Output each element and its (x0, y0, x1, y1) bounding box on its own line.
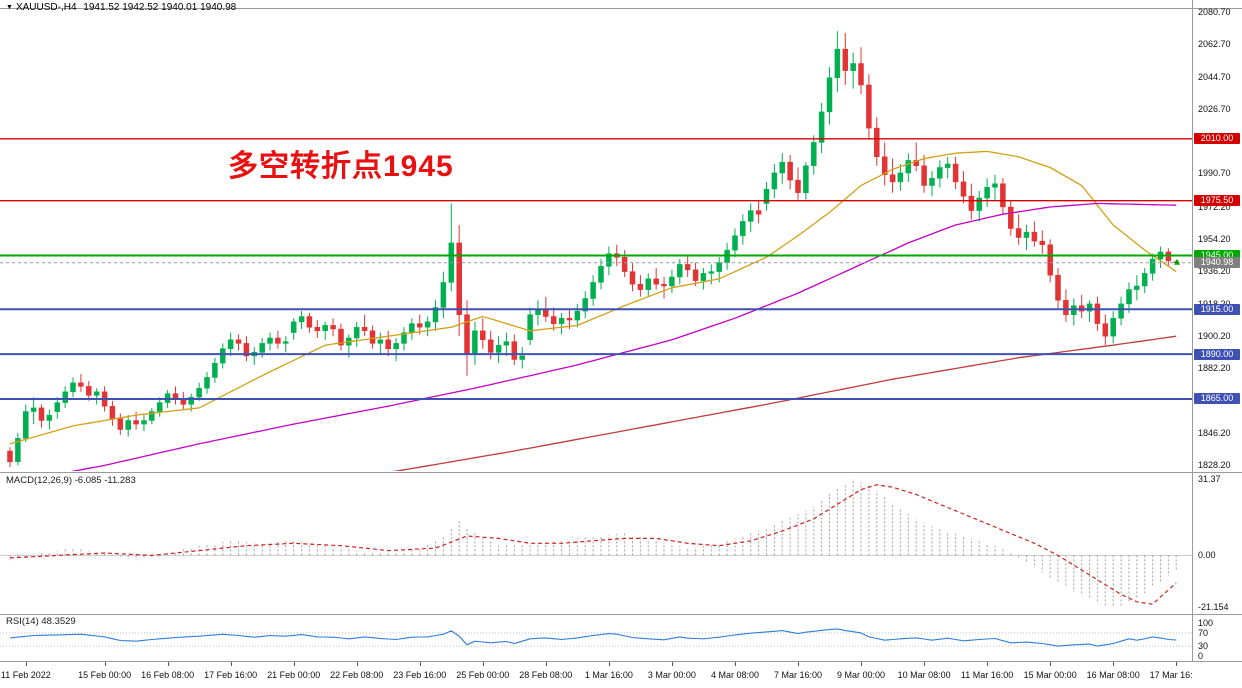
time-axis-tick (735, 662, 736, 666)
candles (7, 31, 1179, 468)
price-axis-label: 2044.70 (1198, 71, 1231, 82)
macd-axis-label: -21.154 (1198, 602, 1229, 612)
price-level-tag: 1975.50 (1194, 195, 1240, 207)
time-axis-label: 10 Mar 08:00 (897, 670, 951, 680)
time-axis-separator (0, 661, 1242, 662)
ma-fast-orange (9, 150, 1177, 445)
price-level-tag: 1890.00 (1194, 348, 1240, 360)
time-axis-label: 7 Mar 16:00 (773, 670, 823, 680)
rsi-axis-label: 30 (1198, 641, 1209, 652)
time-axis-tick (671, 662, 673, 666)
rsi-label: RSI(14) 48.3529 (6, 616, 76, 627)
time-axis-tick (482, 662, 484, 666)
price-axis-label: 1828.20 (1198, 460, 1231, 470)
ma-mid-magenta (71, 202, 1177, 471)
price-axis-label: 1900.20 (1198, 330, 1231, 341)
time-axis-label: 15 Mar 00:00 (1023, 670, 1077, 680)
time-axis-tick (545, 662, 547, 666)
macd-indicator-panel[interactable] (0, 474, 1192, 613)
price-axis-label: 1882.20 (1198, 363, 1231, 374)
time-axis-tick (25, 662, 27, 666)
time-axis-label: 25 Feb 00:00 (456, 670, 510, 680)
time-axis-label: 4 Mar 08:00 (710, 670, 760, 680)
price-arrow-icon (1174, 258, 1180, 265)
price-level-tag: 1865.00 (1194, 393, 1240, 405)
price-axis-label: 1846.20 (1198, 427, 1231, 438)
time-axis-tick (167, 662, 169, 666)
symbol-timeframe-label: XAUUSD-,H4 (15, 2, 77, 13)
macd-signal-line (9, 484, 1177, 605)
time-axis-label: 16 Mar 08:00 (1086, 670, 1140, 680)
price-axis-label: 1936.20 (1198, 266, 1231, 277)
time-axis-label: 23 Feb 16:00 (393, 670, 447, 680)
chart-top-border (0, 8, 1242, 9)
macd-axis-label: 0.00 (1198, 550, 1216, 561)
time-axis-tick (230, 662, 232, 666)
macd-label: MACD(12,26,9) -6.085 -11.283 (6, 475, 136, 486)
ohlc-quote: 1941.52 1942.52 1940.01 1940.98 (83, 2, 237, 13)
time-axis-label: 17 Feb 16:00 (204, 670, 258, 680)
rsi-axis-label: 0 (1198, 651, 1204, 661)
rsi-level-lines (0, 632, 1192, 647)
main-price-chart[interactable] (0, 0, 1192, 471)
time-axis-tick (608, 662, 610, 666)
price-level-tag: 1915.00 (1194, 303, 1240, 315)
price-axis-label: 1990.70 (1198, 168, 1231, 179)
time-axis-label: 11 Feb 2022 (0, 670, 51, 680)
time-axis-tick (924, 662, 926, 666)
time-axis-tick (293, 662, 295, 666)
price-axis-separator (1192, 0, 1193, 662)
price-axis-label: 1954.20 (1198, 233, 1231, 244)
rsi-line (9, 628, 1177, 647)
time-axis-tick (419, 662, 421, 666)
time-axis-tick (104, 662, 106, 666)
time-axis-label: 21 Feb 00:00 (267, 670, 321, 680)
time-axis-tick (1176, 662, 1178, 666)
rsi-panel-separator (0, 614, 1242, 615)
rsi-axis-label: 100 (1198, 618, 1214, 628)
rsi-indicator-panel[interactable] (0, 615, 1192, 661)
time-axis-tick (1050, 662, 1052, 666)
price-axis-label: 2080.70 (1198, 7, 1231, 17)
time-axis-tick (356, 662, 358, 666)
time-axis-label: 28 Feb 08:00 (519, 670, 573, 680)
time-axis-label: 16 Feb 08:00 (141, 670, 195, 680)
rsi-axis-label: 70 (1198, 627, 1209, 638)
time-axis-label: 17 Mar 16:00 (1149, 670, 1192, 680)
price-axis: 31.37 0.00 -21.154 100 70 30 0 2080.70 2062.70 20… (1193, 0, 1242, 688)
macd-histogram (9, 479, 1177, 607)
horizontal-level-lines (0, 138, 1192, 400)
time-axis-label: 1 Mar 16:00 (584, 670, 633, 680)
price-level-tag: 2010.00 (1194, 133, 1240, 145)
time-axis-label: 3 Mar 00:00 (647, 670, 696, 680)
time-axis-tick (1113, 662, 1115, 666)
price-axis-label: 1972.20 (1198, 201, 1231, 212)
macd-panel-separator (0, 472, 1242, 473)
symbol-title-bar: ▼ XAUUSD-,H4 1941.52 1942.52 1940.01 1940… (6, 2, 236, 13)
symbol-marker-icon: ▼ (6, 4, 13, 11)
ma-slow-red (393, 335, 1177, 471)
chart-text-annotation: 多空转折点1945 (228, 150, 454, 183)
time-axis-tick (861, 662, 862, 666)
price-level-tag: 1945.00 (1194, 249, 1240, 261)
price-axis-label: 2026.70 (1198, 103, 1231, 114)
price-level-tag: 1940.98 (1194, 257, 1240, 269)
price-axis-label: 2062.70 (1198, 39, 1231, 50)
time-axis: 11 Feb 2022 15 Feb 00:00 16 Feb 08:00 17 Fe… (0, 662, 1192, 688)
time-axis-tick (798, 662, 799, 666)
time-axis-label: 11 Mar 16:00 (960, 670, 1014, 680)
time-axis-tick (987, 662, 989, 666)
time-axis-label: 9 Mar 00:00 (836, 670, 886, 680)
time-axis-label: 22 Feb 08:00 (330, 670, 384, 680)
time-axis-label: 15 Feb 00:00 (78, 670, 132, 680)
macd-axis-label: 31.37 (1198, 474, 1221, 484)
price-axis-label: 1918.20 (1198, 299, 1231, 309)
moving-average-lines (9, 150, 1177, 471)
